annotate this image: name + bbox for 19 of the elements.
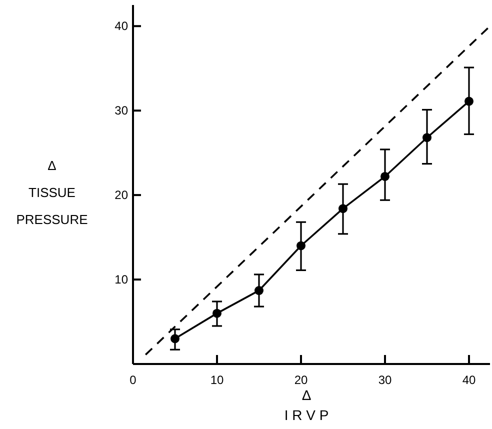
point bbox=[464, 96, 474, 106]
x-tick-label: 30 bbox=[378, 373, 392, 387]
y-tick-label: 40 bbox=[114, 19, 128, 34]
point bbox=[212, 308, 222, 318]
x-axis-title: Δ I R V P bbox=[284, 387, 329, 423]
point bbox=[170, 334, 180, 344]
y-tick-label: 10 bbox=[114, 272, 128, 287]
point bbox=[338, 204, 348, 214]
y-tick-label: 30 bbox=[114, 104, 128, 118]
x-tick-label: 40 bbox=[462, 373, 476, 387]
y-axis-title: Δ TISSUE PRESSURE bbox=[16, 158, 88, 227]
x-tick-label: 10 bbox=[210, 373, 224, 387]
x-tick-label: 0 bbox=[130, 373, 137, 387]
point bbox=[380, 172, 390, 181]
point bbox=[254, 286, 264, 296]
y-tick-label: 20 bbox=[114, 188, 128, 202]
x-tick-label: 20 bbox=[294, 373, 308, 387]
point bbox=[296, 241, 306, 250]
point bbox=[422, 133, 432, 142]
